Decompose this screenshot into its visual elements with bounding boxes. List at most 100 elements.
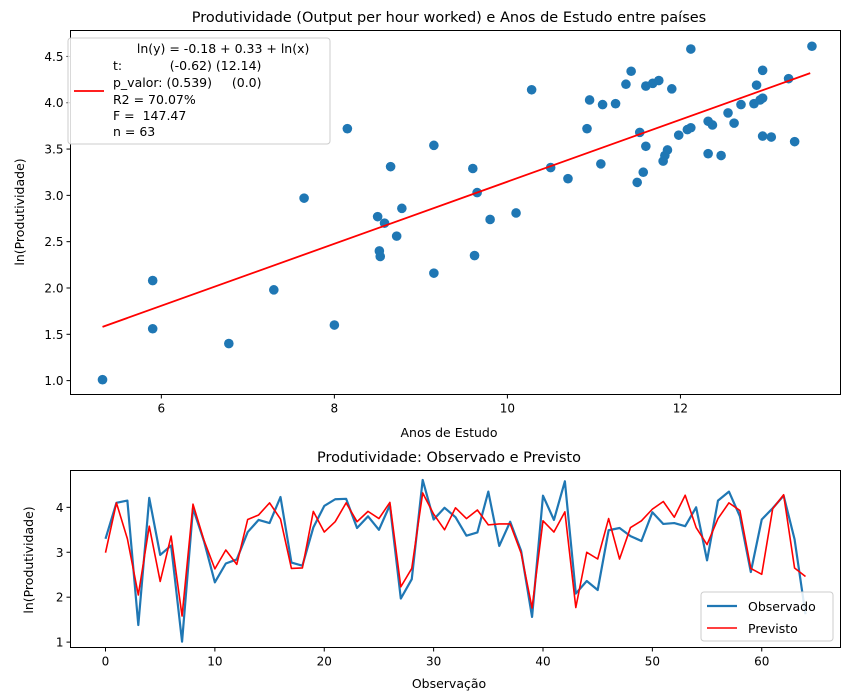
- legend-observado-label: Observado: [748, 599, 816, 614]
- scatter-point: [654, 75, 664, 86]
- x-tick-label: 40: [535, 655, 550, 669]
- scatter-plot-frame: [70, 30, 841, 395]
- scatter-point: [757, 131, 768, 141]
- scatter-point: [610, 98, 621, 109]
- scatter-y-ticks: 1.0 1.5 2.0 2.5 3.0 3.5 4.0 4.5: [44, 50, 71, 388]
- y-tick-label: 2.0: [44, 281, 63, 295]
- scatter-point: [299, 193, 309, 203]
- legend-line-4: R2 = 70.07%: [113, 92, 196, 107]
- line-x-label: Observação: [412, 676, 486, 691]
- x-tick-label: 10: [207, 655, 222, 669]
- line-chart-title: Produtividade: Observado e Previsto: [317, 450, 581, 466]
- line-legend: Observado Previsto: [700, 591, 834, 642]
- scatter-x-label: Anos de Estudo: [400, 425, 497, 440]
- legend-line-3: p_valor: (0.539) (0.0): [113, 75, 262, 90]
- scatter-point: [716, 150, 726, 161]
- scatter-point: [638, 167, 649, 178]
- y-tick-label: 4: [56, 501, 64, 515]
- scatter-point: [397, 203, 407, 214]
- x-tick-label: 0: [102, 655, 110, 669]
- legend-line-1: ln(y) = -0.18 + 0.33 + ln(x): [113, 41, 309, 56]
- scatter-point: [736, 99, 746, 110]
- y-tick-label: 1: [56, 636, 64, 650]
- scatter-point: [582, 123, 592, 134]
- x-tick-label: 8: [331, 402, 339, 416]
- y-tick-label: 3.0: [44, 189, 63, 203]
- scatter-point: [429, 140, 439, 151]
- legend-line-2: t: (-0.62) (12.14): [113, 58, 261, 73]
- scatter-point: [686, 44, 696, 54]
- scatter-point: [621, 79, 631, 90]
- scatter-point: [342, 123, 353, 134]
- scatter-point: [632, 177, 642, 188]
- line-y-label: ln(Produtividade): [21, 506, 36, 613]
- scatter-point: [686, 122, 696, 133]
- scatter-point: [597, 99, 608, 110]
- scatter-point: [729, 118, 739, 128]
- scatter-point: [391, 231, 402, 241]
- scatter-point: [641, 141, 651, 152]
- scatter-point: [673, 130, 684, 140]
- y-tick-label: 3.5: [44, 143, 63, 157]
- scatter-legend: ln(y) = -0.18 + 0.33 + ln(x) t: (-0.62) …: [67, 37, 331, 145]
- scatter-point: [147, 275, 158, 286]
- scatter-points: [97, 41, 817, 385]
- scatter-y-label: ln(Produtividade): [12, 158, 27, 265]
- scatter-point: [385, 161, 396, 172]
- series-observado-line: [104, 478, 807, 643]
- scatter-point: [563, 173, 573, 184]
- y-tick-label: 4.0: [44, 96, 63, 110]
- legend-line-6: n = 63: [113, 124, 155, 139]
- y-tick-label: 2.5: [44, 235, 63, 249]
- scatter-point: [757, 93, 768, 103]
- scatter-point: [662, 145, 673, 155]
- scatter-point: [469, 250, 480, 261]
- x-tick-label: 12: [673, 402, 688, 416]
- scatter-point: [751, 80, 762, 90]
- scatter-point: [666, 84, 677, 94]
- x-tick-label: 60: [754, 655, 769, 669]
- legend-box: [67, 37, 331, 145]
- scatter-point: [224, 338, 234, 349]
- x-tick-label: 10: [500, 402, 515, 416]
- x-tick-label: 50: [645, 655, 660, 669]
- scatter-point: [372, 211, 383, 222]
- scatter-point: [485, 214, 495, 225]
- scatter-point: [584, 95, 595, 105]
- scatter-point: [766, 132, 777, 142]
- y-tick-label: 3: [56, 546, 64, 560]
- scatter-point: [429, 268, 439, 278]
- legend-previsto-label: Previsto: [748, 621, 798, 636]
- scatter-point: [757, 65, 768, 76]
- scatter-point: [468, 163, 478, 174]
- x-tick-label: 6: [158, 402, 166, 416]
- scatter-point: [329, 320, 340, 330]
- scatter-point: [703, 148, 713, 159]
- scatter-point: [626, 66, 636, 77]
- scatter-chart: Produtividade (Output per hour worked) e…: [12, 10, 841, 440]
- x-tick-label: 30: [426, 655, 441, 669]
- scatter-point: [789, 136, 800, 147]
- line-x-ticks: 0 10 20 30 40 50 60: [102, 647, 769, 669]
- scatter-point: [723, 108, 733, 118]
- scatter-point: [375, 251, 386, 262]
- series-previsto-line: [104, 492, 806, 617]
- scatter-point: [526, 84, 537, 95]
- scatter-point: [596, 159, 606, 169]
- scatter-point: [707, 120, 718, 130]
- scatter-x-ticks: 6 8 10 12: [158, 394, 688, 416]
- line-y-ticks: 1 2 3 4: [56, 501, 71, 650]
- legend-line-5: F = 147.47: [113, 108, 186, 123]
- scatter-point: [97, 374, 108, 385]
- line-chart: Produtividade: Observado e Previsto 0 10 2…: [21, 450, 841, 691]
- scatter-point: [269, 285, 279, 295]
- y-tick-label: 1.0: [44, 374, 63, 388]
- scatter-point: [147, 323, 158, 334]
- y-tick-label: 1.5: [44, 328, 63, 342]
- y-tick-label: 2: [56, 591, 64, 605]
- fit-line: [102, 72, 811, 328]
- scatter-title: Produtividade (Output per hour worked) e…: [192, 10, 706, 26]
- x-tick-label: 20: [317, 655, 332, 669]
- scatter-point: [511, 208, 521, 218]
